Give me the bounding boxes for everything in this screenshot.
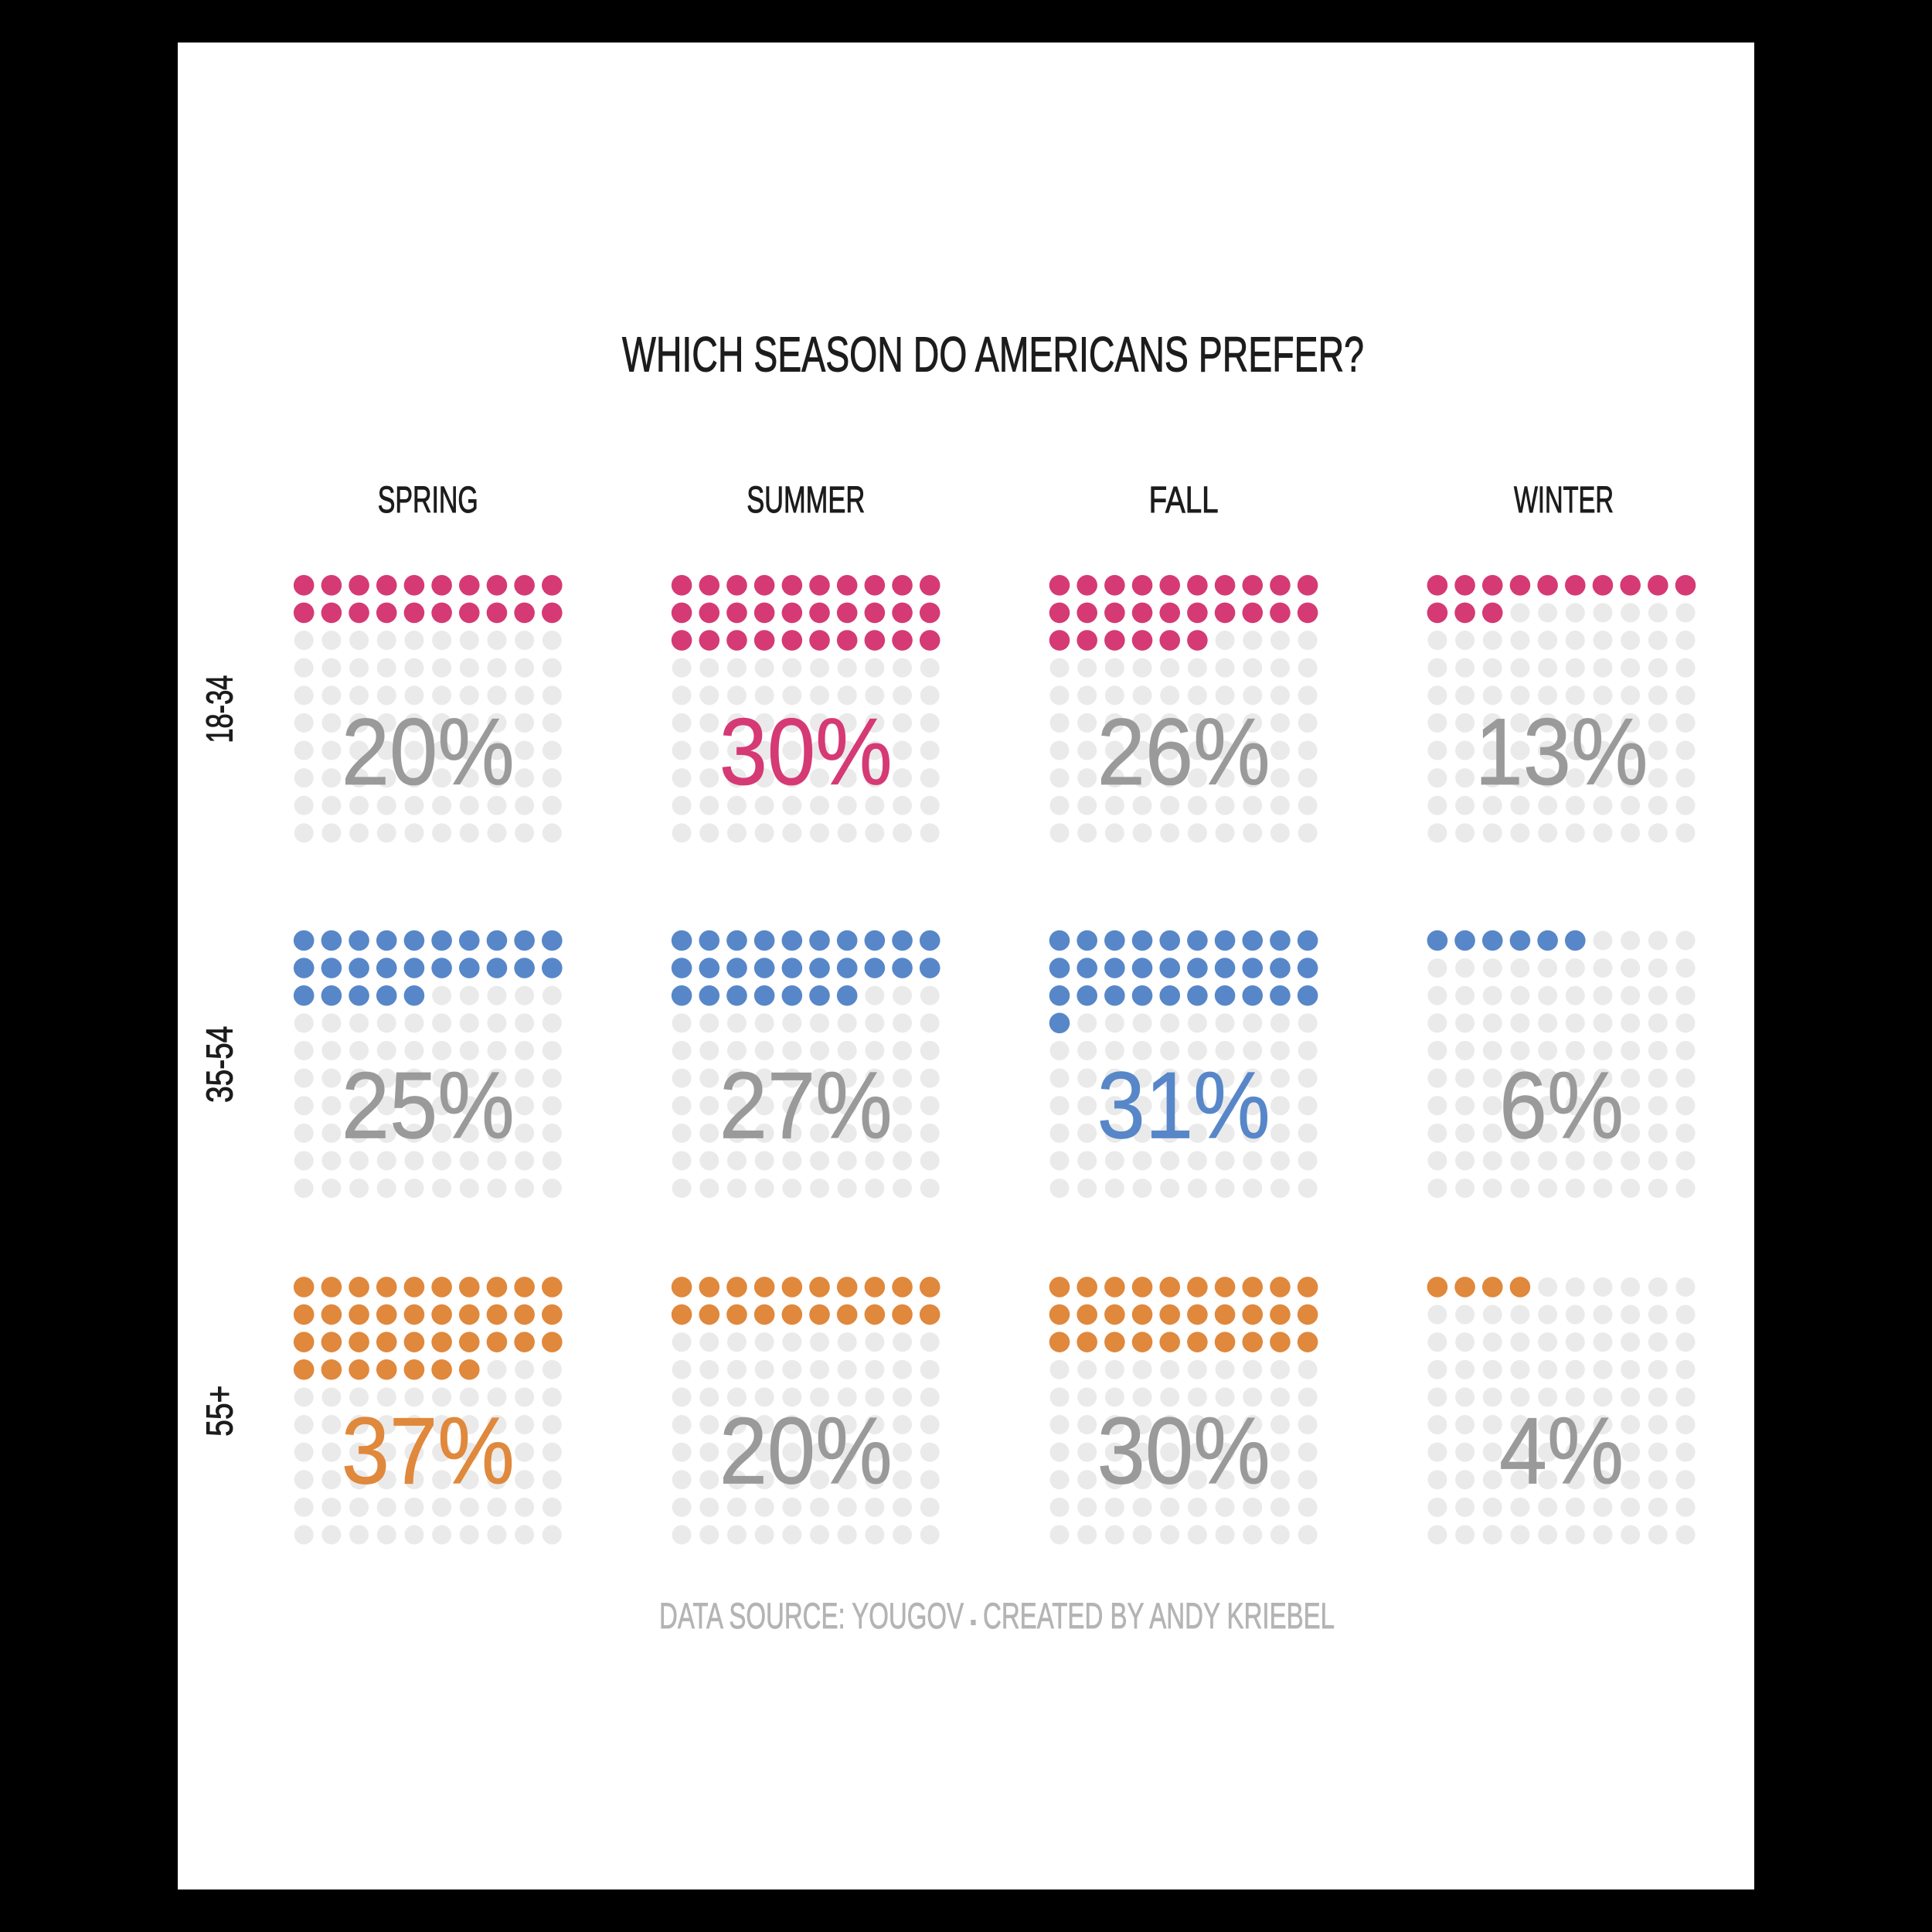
svg-text:13%: 13% bbox=[1475, 699, 1648, 805]
svg-text:31%: 31% bbox=[1097, 1053, 1270, 1158]
svg-text:6%: 6% bbox=[1499, 1053, 1624, 1158]
svg-text:37%: 37% bbox=[342, 1398, 515, 1504]
svg-text:55+: 55+ bbox=[199, 1386, 240, 1437]
svg-text:35-54: 35-54 bbox=[199, 1026, 240, 1103]
svg-text:WHICH SEASON DO AMERICANS PREF: WHICH SEASON DO AMERICANS PREFER? bbox=[622, 327, 1364, 383]
svg-text:25%: 25% bbox=[342, 1053, 515, 1158]
svg-text:26%: 26% bbox=[1097, 699, 1270, 805]
svg-text:FALL: FALL bbox=[1149, 479, 1219, 521]
svg-text:30%: 30% bbox=[1097, 1398, 1270, 1504]
svg-text:20%: 20% bbox=[342, 699, 515, 805]
svg-text:WINTER: WINTER bbox=[1514, 479, 1614, 521]
svg-text:DATA SOURCE: YOUGOV: DATA SOURCE: YOUGOV bbox=[659, 1596, 964, 1636]
svg-text:20%: 20% bbox=[719, 1398, 893, 1504]
svg-text:SUMMER: SUMMER bbox=[747, 479, 865, 521]
svg-text:4%: 4% bbox=[1499, 1398, 1624, 1504]
svg-text:27%: 27% bbox=[719, 1053, 893, 1158]
svg-text:SPRING: SPRING bbox=[378, 479, 478, 521]
svg-text:CREATED BY ANDY KRIEBEL: CREATED BY ANDY KRIEBEL bbox=[983, 1596, 1335, 1636]
svg-text:18-34: 18-34 bbox=[199, 675, 240, 743]
svg-text:30%: 30% bbox=[719, 699, 893, 805]
